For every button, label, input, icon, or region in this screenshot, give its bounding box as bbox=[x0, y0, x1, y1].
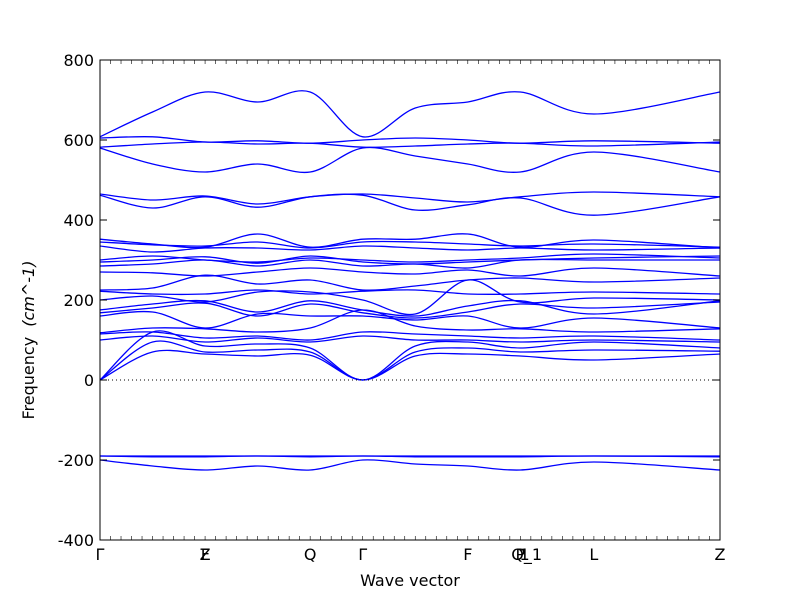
band-line-7 bbox=[99, 233, 721, 249]
band-line-4 bbox=[99, 146, 721, 174]
band-line-13 bbox=[99, 267, 721, 277]
y-tick-label: 400 bbox=[63, 211, 94, 230]
y-tick-label: 0 bbox=[84, 371, 94, 390]
band-line-16 bbox=[99, 279, 721, 316]
x-tick-label: Z bbox=[200, 545, 211, 564]
x-tick-label: 1 bbox=[519, 545, 529, 564]
band-line-19 bbox=[99, 310, 721, 329]
y-tick-label: -200 bbox=[58, 451, 94, 470]
x-tick-label: Z bbox=[715, 545, 726, 564]
x-tick-label: Q bbox=[304, 545, 317, 564]
x-tick-label: Γ bbox=[358, 545, 367, 564]
band-line-11 bbox=[99, 255, 721, 265]
band-line-21 bbox=[99, 331, 721, 341]
band-lines bbox=[99, 90, 721, 471]
y-axis: -400 -200 0 200 400 600 800 bbox=[58, 51, 720, 550]
band-line-12 bbox=[99, 258, 720, 269]
y-tick-label: -400 bbox=[58, 531, 94, 550]
band-line-27 bbox=[99, 455, 721, 458]
band-line-23 bbox=[99, 330, 721, 381]
band-line-22 bbox=[99, 335, 721, 343]
band-line-10 bbox=[99, 253, 721, 263]
band-line-18 bbox=[99, 301, 721, 319]
x-tick-label: Γ bbox=[96, 545, 105, 564]
band-line-3 bbox=[99, 141, 721, 148]
band-line-24 bbox=[99, 340, 721, 381]
band-line-9 bbox=[99, 245, 721, 253]
x-axis-title: Wave vector bbox=[360, 571, 460, 590]
band-line-25 bbox=[99, 349, 721, 381]
y-tick-label: 600 bbox=[63, 131, 94, 150]
band-line-14 bbox=[99, 274, 721, 291]
band-line-2 bbox=[99, 136, 721, 144]
y-axis-title-unit: (cm^-1) bbox=[19, 261, 38, 327]
band-line-28 bbox=[99, 459, 721, 471]
y-axis-title-text: Frequency bbox=[19, 337, 38, 420]
band-line-20 bbox=[99, 309, 721, 334]
x-tick-label: F bbox=[463, 545, 472, 564]
x-tick-label: F bbox=[201, 545, 210, 564]
band-line-8 bbox=[99, 240, 721, 249]
band-line-15 bbox=[99, 289, 721, 296]
x-tick-label: P bbox=[516, 545, 526, 564]
band-line-5 bbox=[99, 191, 721, 205]
x-tick-label: Q_1 bbox=[511, 545, 542, 565]
x-tick-label: L bbox=[589, 545, 598, 564]
x-axis: Γ ZF Q Γ F P1Q_1 L Z bbox=[96, 60, 726, 565]
band-line-6 bbox=[99, 193, 721, 216]
band-line-1 bbox=[99, 90, 721, 138]
y-tick-label: 800 bbox=[63, 51, 94, 70]
y-axis-title: Frequency (cm^-1) bbox=[19, 261, 38, 420]
y-tick-label: 200 bbox=[63, 291, 94, 310]
